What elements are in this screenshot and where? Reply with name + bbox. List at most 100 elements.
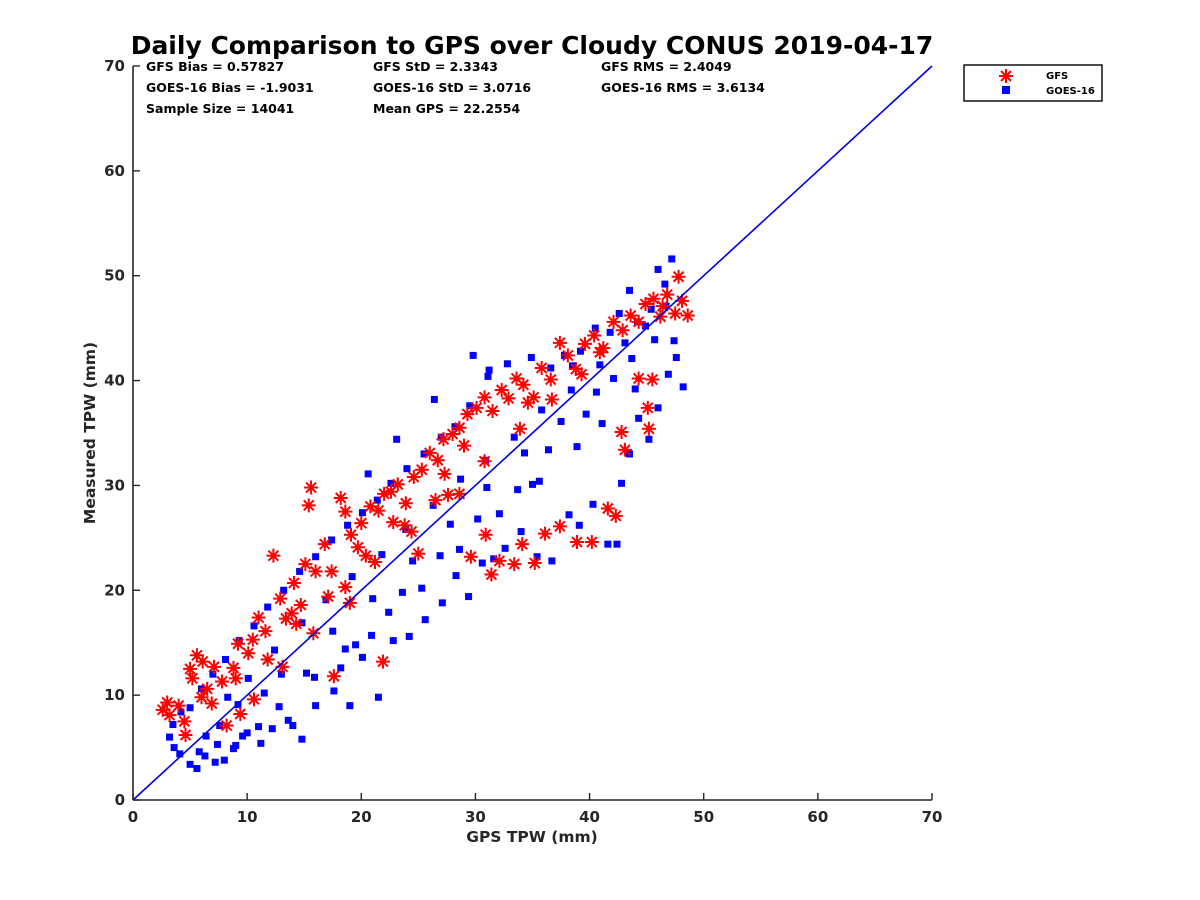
gfs-point [538, 526, 553, 541]
goes16-point [374, 693, 382, 701]
goes16-point [312, 702, 320, 710]
y-tick-label: 10 [104, 686, 125, 704]
goes16-point [385, 608, 393, 616]
goes16-point [229, 745, 237, 753]
gfs-point [641, 421, 656, 436]
goes16-point [538, 406, 546, 414]
gfs-point [527, 556, 542, 571]
gfs-point [251, 610, 266, 625]
gfs-point [501, 391, 516, 406]
goes16-point [280, 586, 288, 594]
axis-ticks: 00 10 10 20 20 30 30 40 40 50 50 60 60 70 70 [104, 57, 942, 826]
gfs-point [226, 660, 241, 675]
goes16-point [452, 572, 460, 580]
x-tick-label: 30 [465, 808, 486, 826]
goes16-point [503, 360, 511, 368]
gfs-point [204, 696, 219, 711]
gfs-point [543, 372, 558, 387]
x-tick-label: 70 [922, 808, 943, 826]
gfs-point [363, 499, 378, 514]
gfs-point [668, 306, 683, 321]
gfs-point [338, 580, 353, 595]
goes16-point [576, 347, 584, 355]
gfs-point [560, 348, 575, 363]
gfs-point [185, 671, 200, 686]
gfs-point [194, 690, 209, 705]
goes16-point [631, 385, 639, 393]
goes16-point [484, 372, 492, 380]
gfs-point [301, 498, 316, 513]
goes16-point [429, 501, 437, 509]
gfs-point [600, 501, 615, 516]
goes16-point [527, 354, 535, 362]
y-tick-label: 0 [115, 791, 125, 809]
goes16-point [465, 593, 473, 601]
goes16-point [211, 758, 219, 766]
goes16-point [573, 443, 581, 451]
goes16-point [275, 703, 283, 711]
goes16-point [169, 721, 177, 729]
gfs-point [215, 674, 230, 689]
stat-gfs-rms: GFS RMS = 2.4049 [601, 59, 732, 74]
x-axis-label: GPS TPW (mm) [466, 828, 598, 846]
goes16-point [421, 616, 429, 624]
gfs-point [445, 427, 460, 442]
stat-goes-bias: GOES-16 Bias = -1.9031 [146, 80, 314, 95]
gfs-point [441, 487, 456, 502]
goes16-point [535, 477, 543, 485]
goes16-point [485, 366, 493, 374]
goes16-point [244, 674, 252, 682]
y-tick-label: 60 [104, 162, 125, 180]
goes16-point [368, 631, 376, 639]
gfs-point [615, 323, 630, 338]
gfs-point [671, 269, 686, 284]
goes16-point [235, 637, 243, 645]
goes16-point [483, 484, 491, 492]
goes16-point [533, 553, 541, 561]
gfs-point [584, 535, 599, 550]
goes16-point [613, 540, 621, 548]
goes16-point [606, 328, 614, 336]
goes16-point [364, 470, 372, 478]
goes16-point [277, 670, 285, 678]
gfs-point [278, 611, 293, 626]
goes16-point [298, 735, 306, 743]
gfs-point [484, 567, 499, 582]
goes16-point [166, 733, 174, 741]
gfs-point [422, 445, 437, 460]
plot-area [132, 65, 933, 801]
gfs-point [675, 293, 690, 308]
goes16-point [610, 374, 618, 382]
goes16-point [284, 716, 292, 724]
goes16-point [446, 520, 454, 528]
gfs-point [162, 708, 177, 723]
gfs-point [298, 557, 313, 572]
gfs-point [640, 400, 655, 415]
x-tick-label: 50 [693, 808, 714, 826]
goes16-point [418, 584, 426, 592]
goes16-point [328, 536, 336, 544]
gfs-point [406, 470, 421, 485]
gfs-point [631, 371, 646, 386]
goes16-point [193, 765, 201, 773]
gfs-point [428, 493, 443, 508]
stat-gfs-std: GFS StD = 2.3343 [373, 59, 498, 74]
gfs-point [534, 360, 549, 375]
goes16-point [514, 486, 522, 494]
gfs-point [492, 553, 507, 568]
gfs-point [485, 403, 500, 418]
goes16-point [369, 595, 377, 603]
goes16-point [358, 509, 366, 517]
gfs-point [258, 624, 273, 639]
x-tick-label: 60 [807, 808, 828, 826]
goes16-point [420, 450, 428, 458]
gfs-point [275, 659, 290, 674]
goes16-point [596, 361, 604, 369]
goes16-point [389, 637, 397, 645]
legend-box [963, 64, 1103, 102]
goes16-point [220, 756, 228, 764]
gfs-point [477, 390, 492, 405]
goes16-point [474, 515, 482, 523]
goes16-point [255, 723, 263, 731]
goes16-point [547, 364, 555, 372]
